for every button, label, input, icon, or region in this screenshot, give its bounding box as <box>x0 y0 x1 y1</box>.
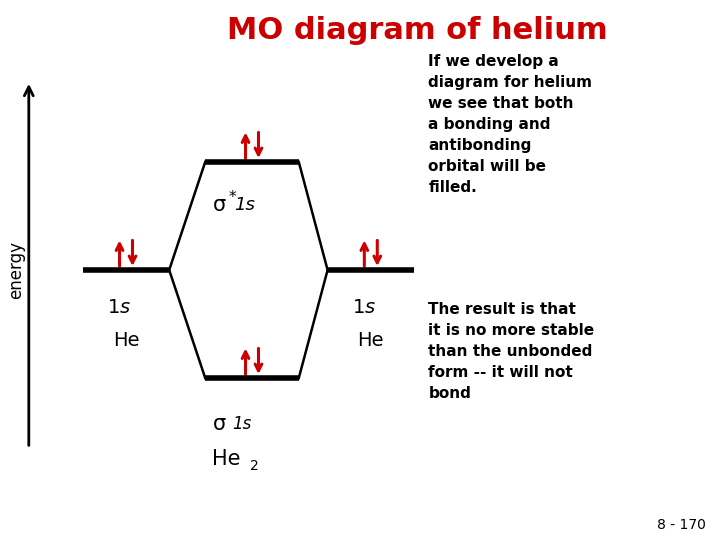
Text: 1s: 1s <box>234 196 255 214</box>
Text: $1s$: $1s$ <box>351 298 376 318</box>
Text: σ: σ <box>212 195 225 215</box>
Text: 1s: 1s <box>233 415 252 433</box>
Text: *: * <box>228 190 236 205</box>
Text: σ: σ <box>212 414 225 434</box>
Text: He: He <box>358 330 384 350</box>
Text: He: He <box>113 330 139 350</box>
Text: The result is that
it is no more stable
than the unbonded
form -- it will not
bo: The result is that it is no more stable … <box>428 302 595 401</box>
Text: 8 - 170: 8 - 170 <box>657 518 706 532</box>
Text: energy: energy <box>6 241 24 299</box>
Text: 2: 2 <box>250 459 258 473</box>
Text: $1s$: $1s$ <box>107 298 131 318</box>
Text: If we develop a
diagram for helium
we see that both
a bonding and
antibonding
or: If we develop a diagram for helium we se… <box>428 54 593 195</box>
Text: He: He <box>212 449 241 469</box>
Text: MO diagram of helium: MO diagram of helium <box>228 16 608 45</box>
